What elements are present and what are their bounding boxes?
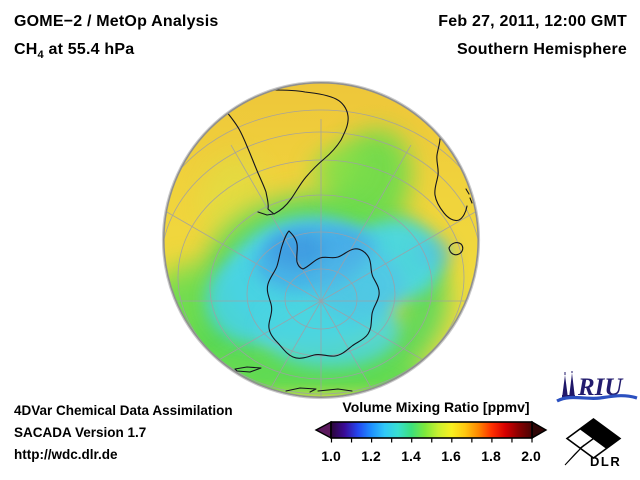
species-subscript: 4 [37, 49, 44, 62]
dlr-emblem-icon [564, 418, 622, 466]
cathedral-icon [562, 371, 575, 398]
colorbar [314, 420, 548, 443]
dlr-logo: DLR [564, 418, 622, 469]
version-text: SACADA Version 1.7 [14, 425, 147, 440]
colorbar-title: Volume Mixing Ratio [ppmv] [321, 399, 551, 415]
assimilation-label: 4DVar Chemical Data Assimilation [14, 403, 233, 418]
tick-label-1.4: 1.4 [401, 448, 421, 464]
colorbar-tick-labels: 1.0 1.2 1.4 1.6 1.8 2.0 [311, 448, 551, 464]
globe-outer-rim [161, 80, 481, 400]
colorbar-right-arrow [531, 420, 548, 440]
tick-label-1.8: 1.8 [481, 448, 501, 464]
species-symbol: CH [14, 41, 38, 58]
colorbar-title-text: Volume Mixing Ratio [ppmv] [342, 399, 530, 415]
riu-logo: RIU [556, 371, 638, 403]
dlr-logo-text: DLR [590, 454, 621, 469]
region-label: Southern Hemisphere [457, 41, 627, 59]
product-title-text: GOME−2 / MetOp Analysis [14, 13, 219, 30]
colorbar-gradient-bar [330, 421, 533, 439]
colorbar-ticks [330, 438, 533, 443]
tick-label-1.2: 1.2 [361, 448, 381, 464]
riu-wave-icon [556, 394, 638, 403]
tick-label-1.6: 1.6 [441, 448, 461, 464]
coast-madagascar [465, 188, 473, 204]
url-label: http://wdc.dlr.de [14, 447, 118, 462]
assimilation-text: 4DVar Chemical Data Assimilation [14, 403, 233, 418]
coastlines [212, 89, 473, 393]
datetime-label: Feb 27, 2011, 12:00 GMT [438, 13, 627, 31]
pressure-level: at 55.4 hPa [43, 41, 135, 58]
version-label: SACADA Version 1.7 [14, 425, 146, 440]
coast-south-america [214, 89, 349, 215]
colorbar-left-arrow [314, 420, 332, 440]
species-level-line: CH4 at 55.4 hPa [14, 41, 135, 62]
tick-label-1.0: 1.0 [321, 448, 341, 464]
url-text: http://wdc.dlr.de [14, 447, 118, 462]
datetime-text: Feb 27, 2011, 12:00 GMT [438, 13, 627, 30]
coast-antarctica [266, 230, 380, 359]
tick-label-2.0: 2.0 [521, 448, 541, 464]
region-text: Southern Hemisphere [456, 41, 627, 58]
product-title: GOME−2 / MetOp Analysis [14, 13, 219, 31]
globe-limb [163, 82, 479, 398]
